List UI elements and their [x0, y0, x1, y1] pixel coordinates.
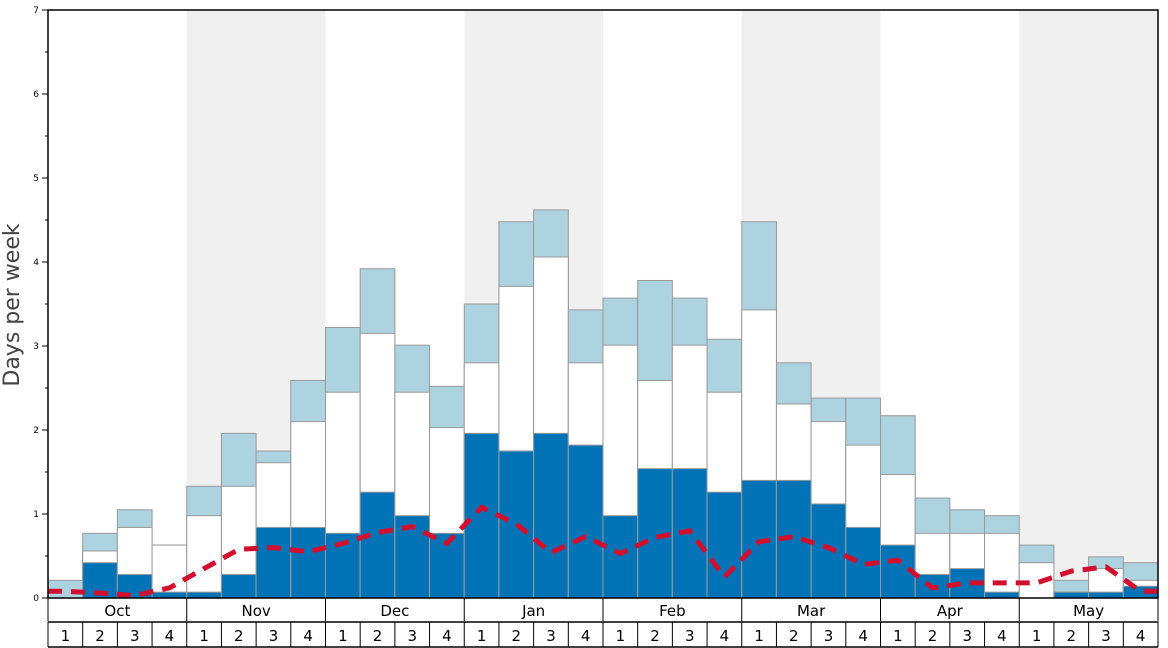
bar-white-5 [186, 515, 222, 599]
month-label-oct: Oct [104, 602, 130, 620]
week-label-25: 1 [893, 627, 903, 645]
bar-dark-13 [463, 432, 500, 599]
bar-dark-17 [602, 515, 639, 599]
bar-dark-10 [359, 491, 396, 599]
week-axis: 1 2 3 4 1 2 3 4 1 2 3 4 1 2 3 4 1 2 3 4 1 2 3 4 1 2 3 4 1 2 3 4 [47, 621, 1159, 648]
week-label-27: 3 [962, 627, 972, 645]
month-label-jan: Jan [521, 602, 545, 620]
y-tick-label-0: 0 [33, 594, 39, 604]
month-label-apr: Apr [937, 602, 964, 620]
week-label-24: 4 [858, 627, 868, 645]
bar-dark-23 [810, 503, 847, 599]
bar-dark-6 [220, 573, 257, 599]
bar-dark-7 [255, 526, 292, 599]
bar-dark-5 [186, 591, 222, 599]
y-axis: 0 1 2 3 4 5 6 7 [33, 6, 48, 604]
week-label-21: 1 [754, 627, 764, 645]
month-label-feb: Feb [659, 602, 686, 620]
y-tick-label-4: 4 [33, 258, 39, 268]
y-tick-label-7: 7 [33, 6, 39, 16]
week-label-19: 3 [685, 627, 695, 645]
y-axis-label: Days per week [0, 223, 25, 386]
week-label-23: 3 [824, 627, 834, 645]
bar-dark-31 [1088, 591, 1124, 599]
bar-dark-20 [706, 491, 743, 599]
week-label-20: 4 [720, 627, 730, 645]
week-label-26: 2 [928, 627, 938, 645]
week-label-32: 4 [1136, 627, 1146, 645]
y-tick-label-3: 3 [33, 342, 39, 352]
bar-dark-30 [1053, 591, 1090, 599]
bar-dark-11 [394, 515, 431, 599]
bar-dark-8 [290, 526, 326, 599]
week-label-16: 4 [581, 627, 591, 645]
bar-dark-4 [151, 591, 188, 599]
month-axis: Oct Nov Dec Jan Feb Mar Apr May [47, 598, 1159, 621]
week-label-3: 3 [130, 627, 140, 645]
week-label-11: 3 [407, 627, 417, 645]
month-label-may: May [1073, 602, 1104, 620]
bar-dark-15 [533, 432, 569, 599]
week-label-14: 2 [512, 627, 522, 645]
month-band-may [1019, 10, 1158, 598]
y-tick-label-6: 6 [33, 90, 39, 100]
week-label-28: 4 [997, 627, 1007, 645]
week-label-15: 3 [546, 627, 556, 645]
week-label-10: 2 [373, 627, 383, 645]
week-label-12: 4 [442, 627, 452, 645]
y-tick-label-1: 1 [33, 510, 39, 520]
week-label-6: 2 [234, 627, 244, 645]
week-label-22: 2 [789, 627, 799, 645]
week-label-18: 2 [650, 627, 660, 645]
bar-dark-16 [567, 444, 604, 599]
week-label-4: 4 [165, 627, 175, 645]
week-label-8: 4 [303, 627, 313, 645]
week-label-31: 3 [1101, 627, 1111, 645]
month-label-nov: Nov [241, 602, 270, 620]
week-label-1: 1 [61, 627, 71, 645]
bar-dark-28 [984, 591, 1020, 599]
week-label-5: 1 [199, 627, 209, 645]
month-label-dec: Dec [380, 602, 409, 620]
week-label-29: 1 [1032, 627, 1042, 645]
week-label-7: 3 [269, 627, 279, 645]
week-label-30: 2 [1067, 627, 1077, 645]
week-label-13: 1 [477, 627, 487, 645]
y-tick-label-5: 5 [33, 174, 39, 184]
week-label-17: 1 [616, 627, 626, 645]
week-label-2: 2 [95, 627, 105, 645]
average-line [48, 504, 1158, 598]
month-label-mar: Mar [797, 602, 826, 620]
y-tick-label-2: 2 [33, 426, 39, 436]
week-label-9: 1 [338, 627, 348, 645]
bar-white-28 [984, 532, 1020, 599]
